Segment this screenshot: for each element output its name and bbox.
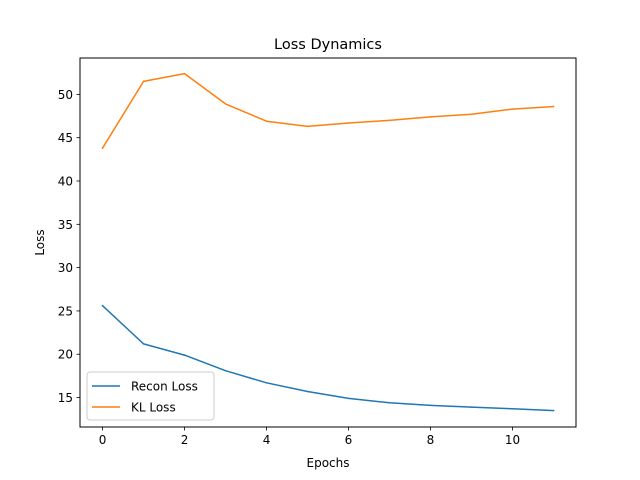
x-axis-ticks: 0 2 4 6 8 10 [99, 427, 520, 447]
series-line-recon-loss [101, 304, 555, 412]
y-tick-label-30: 30 [58, 261, 73, 275]
data-point-recon-loss-11 [552, 409, 555, 412]
data-point-kl-loss-8 [429, 116, 432, 118]
data-point-kl-loss-3 [224, 103, 227, 105]
data-point-kl-loss-5 [306, 125, 309, 128]
data-point-recon-loss-1 [142, 343, 145, 345]
x-tick-label-8: 8 [427, 433, 435, 447]
data-point-kl-loss-1 [142, 80, 145, 83]
y-axis-ticks: 15 20 25 30 35 40 45 50 [58, 88, 80, 405]
data-point-kl-loss-0 [101, 147, 104, 149]
x-tick-label-6: 6 [345, 433, 353, 447]
y-tick-label-40: 40 [58, 175, 73, 189]
data-point-recon-loss-0 [101, 304, 104, 307]
legend-box [86, 371, 215, 421]
y-tick-label-15: 15 [58, 391, 73, 405]
data-point-recon-loss-9 [470, 406, 473, 408]
data-point-recon-loss-7 [388, 401, 391, 404]
data-point-kl-loss-2 [183, 72, 186, 75]
y-tick-label-45: 45 [58, 131, 73, 145]
data-point-recon-loss-3 [224, 369, 227, 372]
x-axis-label: Epochs [307, 456, 350, 470]
x-tick-label-0: 0 [99, 433, 107, 447]
legend-label-recon-loss: Recon Loss [131, 380, 198, 394]
x-tick-label-10: 10 [505, 433, 520, 447]
data-point-recon-loss-5 [306, 390, 309, 393]
chart-title: Loss Dynamics [274, 37, 382, 53]
data-point-recon-loss-10 [511, 408, 514, 410]
plot-frame [79, 57, 577, 428]
legend: Recon Loss KL Loss [86, 371, 215, 421]
y-tick-label-50: 50 [58, 88, 73, 102]
series-layer [101, 72, 555, 412]
data-point-kl-loss-10 [511, 108, 514, 110]
data-point-kl-loss-6 [347, 122, 350, 124]
y-tick-label-25: 25 [58, 304, 73, 318]
data-point-kl-loss-9 [470, 113, 473, 116]
x-tick-label-2: 2 [181, 433, 189, 447]
y-axis-label: Loss [33, 229, 47, 255]
data-point-kl-loss-11 [552, 105, 555, 108]
data-point-recon-loss-6 [347, 397, 350, 400]
y-tick-label-20: 20 [58, 348, 73, 362]
data-point-recon-loss-4 [265, 382, 268, 384]
data-point-kl-loss-7 [388, 119, 391, 122]
plot-area [80, 58, 576, 427]
legend-label-kl-loss: KL Loss [131, 401, 176, 415]
data-point-recon-loss-8 [429, 404, 432, 407]
y-tick-label-35: 35 [58, 218, 73, 232]
data-point-kl-loss-4 [265, 120, 268, 122]
data-point-recon-loss-2 [183, 354, 186, 356]
series-line-kl-loss [101, 72, 555, 150]
x-tick-label-4: 4 [263, 433, 271, 447]
